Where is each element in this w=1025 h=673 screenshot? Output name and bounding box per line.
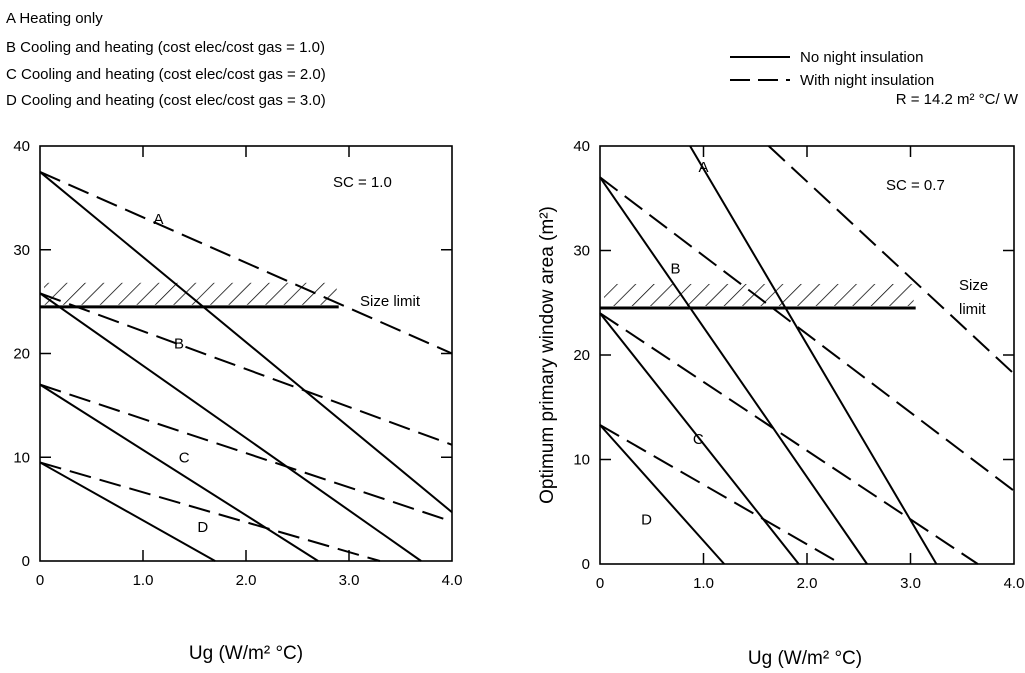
right-size-limit-line2: limit bbox=[959, 301, 986, 318]
legend-r-value: R = 14.2 m² °C/ W bbox=[896, 91, 1019, 108]
right-y-tick-label: 20 bbox=[573, 347, 590, 364]
left-x-tick-label: 0 bbox=[36, 572, 44, 589]
legend-case-a: A Heating only bbox=[6, 10, 103, 27]
right-y-axis-title: Optimum primary window area (m²) bbox=[537, 206, 558, 504]
right-x-tick-label: 2.0 bbox=[797, 575, 818, 592]
right-sc-label: SC = 0.7 bbox=[886, 177, 945, 194]
right-series-a-dashed bbox=[768, 145, 1015, 375]
right-size-limit-line1: Size bbox=[959, 277, 988, 294]
left-curve-label-c: C bbox=[179, 449, 190, 466]
legend-dashed-label: With night insulation bbox=[800, 72, 934, 89]
left-sc-label: SC = 1.0 bbox=[333, 174, 392, 191]
right-y-tick-label: 10 bbox=[573, 452, 590, 469]
left-series-d-dashed bbox=[39, 461, 381, 562]
left-x-axis-title: Ug (W/m² °C) bbox=[189, 643, 303, 664]
left-x-tick-label: 4.0 bbox=[442, 572, 463, 589]
left-series-a-solid bbox=[39, 171, 453, 514]
right-series-d-solid bbox=[599, 424, 725, 565]
left-size-limit-hatch bbox=[44, 282, 337, 305]
left-y-tick-label: 20 bbox=[13, 346, 30, 363]
right-chart: A B C D 0 1.0 2.0 3.0 4.0 0 10 20 30 40 SC = 0.7 Siz… bbox=[537, 138, 1024, 669]
left-series-b-solid bbox=[39, 292, 422, 562]
case-legend: A Heating only B Cooling and heating (co… bbox=[6, 10, 326, 109]
right-series-c-dashed bbox=[599, 312, 979, 565]
left-series-c-solid bbox=[39, 383, 319, 562]
right-series-a-solid bbox=[689, 145, 938, 565]
left-chart: A B C D 0 1.0 2.0 3.0 4.0 0 10 20 30 40 SC = 1.0 Siz… bbox=[13, 138, 462, 664]
left-x-tick-label: 3.0 bbox=[339, 572, 360, 589]
right-size-limit-hatch bbox=[604, 283, 914, 306]
right-curve-label-d: D bbox=[641, 511, 652, 528]
left-y-tick-label: 0 bbox=[22, 553, 30, 570]
right-series-b-solid bbox=[599, 176, 868, 565]
right-y-tick-label: 0 bbox=[582, 556, 590, 573]
left-y-tick-label: 40 bbox=[13, 138, 30, 155]
left-series-d-solid bbox=[39, 461, 216, 562]
legend-case-c: C Cooling and heating (cost elec/cost ga… bbox=[6, 66, 326, 83]
left-x-tick-label: 2.0 bbox=[236, 572, 257, 589]
left-x-tick-label: 1.0 bbox=[133, 572, 154, 589]
left-curve-label-d: D bbox=[197, 519, 208, 536]
left-y-tick-label: 30 bbox=[13, 242, 30, 259]
legend-case-d: D Cooling and heating (cost elec/cost ga… bbox=[6, 92, 326, 109]
left-series-c-dashed bbox=[39, 383, 453, 523]
left-plot-frame bbox=[39, 145, 453, 562]
right-curve-label-b: B bbox=[671, 260, 681, 277]
legend-solid-label: No night insulation bbox=[800, 49, 923, 66]
right-series-d-dashed bbox=[599, 424, 842, 565]
right-x-tick-label: 1.0 bbox=[693, 575, 714, 592]
right-x-tick-label: 0 bbox=[596, 575, 604, 592]
left-curve-label-b: B bbox=[174, 335, 184, 352]
right-x-tick-label: 4.0 bbox=[1004, 575, 1025, 592]
line-style-legend: No night insulation With night insulatio… bbox=[730, 49, 1019, 108]
legend-case-b: B Cooling and heating (cost elec/cost ga… bbox=[6, 39, 325, 56]
left-y-tick-label: 10 bbox=[13, 449, 30, 466]
right-y-tick-label: 40 bbox=[573, 138, 590, 155]
left-curve-label-a: A bbox=[153, 211, 163, 228]
right-series-c-solid bbox=[599, 312, 800, 565]
left-series-a-dashed bbox=[39, 171, 453, 355]
right-curve-label-c: C bbox=[693, 431, 704, 448]
left-size-limit-label: Size limit bbox=[360, 293, 421, 310]
right-curve-label-a: A bbox=[698, 159, 708, 176]
right-series-b-dashed bbox=[599, 176, 1015, 492]
right-x-tick-label: 3.0 bbox=[900, 575, 921, 592]
right-x-axis-title: Ug (W/m² °C) bbox=[748, 648, 862, 669]
right-y-tick-label: 30 bbox=[573, 243, 590, 260]
left-series-b-dashed bbox=[39, 292, 453, 446]
